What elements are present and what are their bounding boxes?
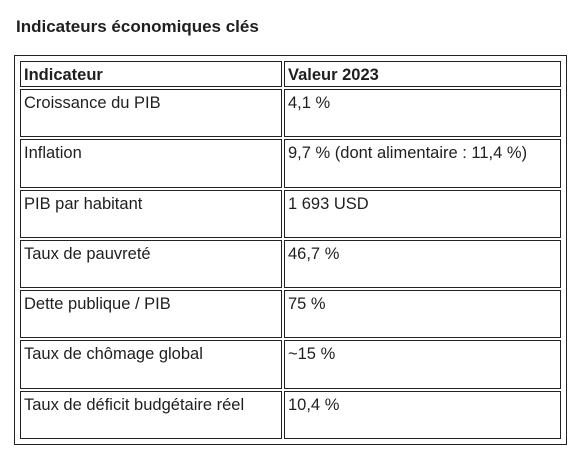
indicator-cell: Taux de pauvreté <box>20 239 282 289</box>
header-value-2023: Valeur 2023 <box>284 61 561 87</box>
value-cell: 10,4 % <box>284 390 561 439</box>
header-indicator: Indicateur <box>20 61 282 87</box>
table-row: Taux de pauvreté 46,7 % <box>20 239 561 289</box>
value-cell: 46,7 % <box>284 239 561 289</box>
table-row: PIB par habitant 1 693 USD <box>20 189 561 238</box>
table-row: Taux de déficit budgétaire réel 10,4 % <box>20 390 561 439</box>
indicator-cell: Taux de chômage global <box>20 340 282 389</box>
table-row: Croissance du PIB 4,1 % <box>20 89 561 138</box>
indicator-cell: Inflation <box>20 139 282 188</box>
table-row: Dette publique / PIB 75 % <box>20 290 561 339</box>
value-cell: 1 693 USD <box>284 189 561 238</box>
indicator-cell: Taux de déficit budgétaire réel <box>20 390 282 439</box>
table-row: Inflation 9,7 % (dont alimentaire : 11,4… <box>20 139 561 188</box>
table-row: Taux de chômage global ~15 % <box>20 340 561 389</box>
indicators-table: Indicateur Valeur 2023 Croissance du PIB… <box>18 59 563 441</box>
table-header-row: Indicateur Valeur 2023 <box>20 61 561 87</box>
indicators-table-frame: Indicateur Valeur 2023 Croissance du PIB… <box>14 55 567 445</box>
indicator-cell: Croissance du PIB <box>20 89 282 138</box>
value-cell: 9,7 % (dont alimentaire : 11,4 %) <box>284 139 561 188</box>
value-cell: 75 % <box>284 290 561 339</box>
indicator-cell: PIB par habitant <box>20 189 282 238</box>
value-cell: 4,1 % <box>284 89 561 138</box>
value-cell: ~15 % <box>284 340 561 389</box>
document-title: Indicateurs économiques clés <box>16 17 259 36</box>
indicator-cell: Dette publique / PIB <box>20 290 282 339</box>
